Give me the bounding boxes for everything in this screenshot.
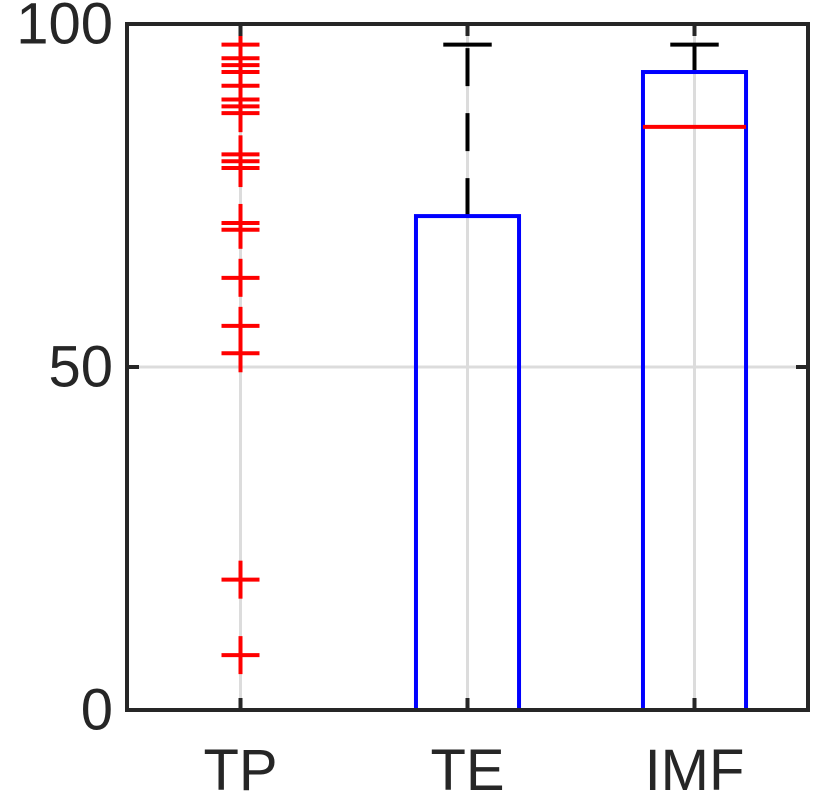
y-tick-label-1: 50	[48, 335, 113, 400]
y-tick-label-0: 0	[81, 678, 113, 743]
axis-ticks	[127, 22, 808, 712]
outlier-tp-3	[221, 306, 260, 345]
outlier-tp-4	[221, 258, 260, 297]
outlier-tp-1	[221, 560, 260, 599]
box-tp	[188, 25, 293, 712]
tick-labels: 0 50 100 TP TE IMF	[16, 0, 744, 801]
y-tick-label-2: 100	[16, 0, 113, 57]
outlier-tp-0	[221, 636, 260, 675]
x-tick-label-tp: TP	[203, 738, 277, 801]
x-tick-label-te: TE	[430, 738, 504, 801]
x-tick-label-imf: IMF	[645, 738, 745, 801]
outlier-tp-9	[221, 135, 260, 174]
outlier-tp-6	[221, 203, 260, 242]
